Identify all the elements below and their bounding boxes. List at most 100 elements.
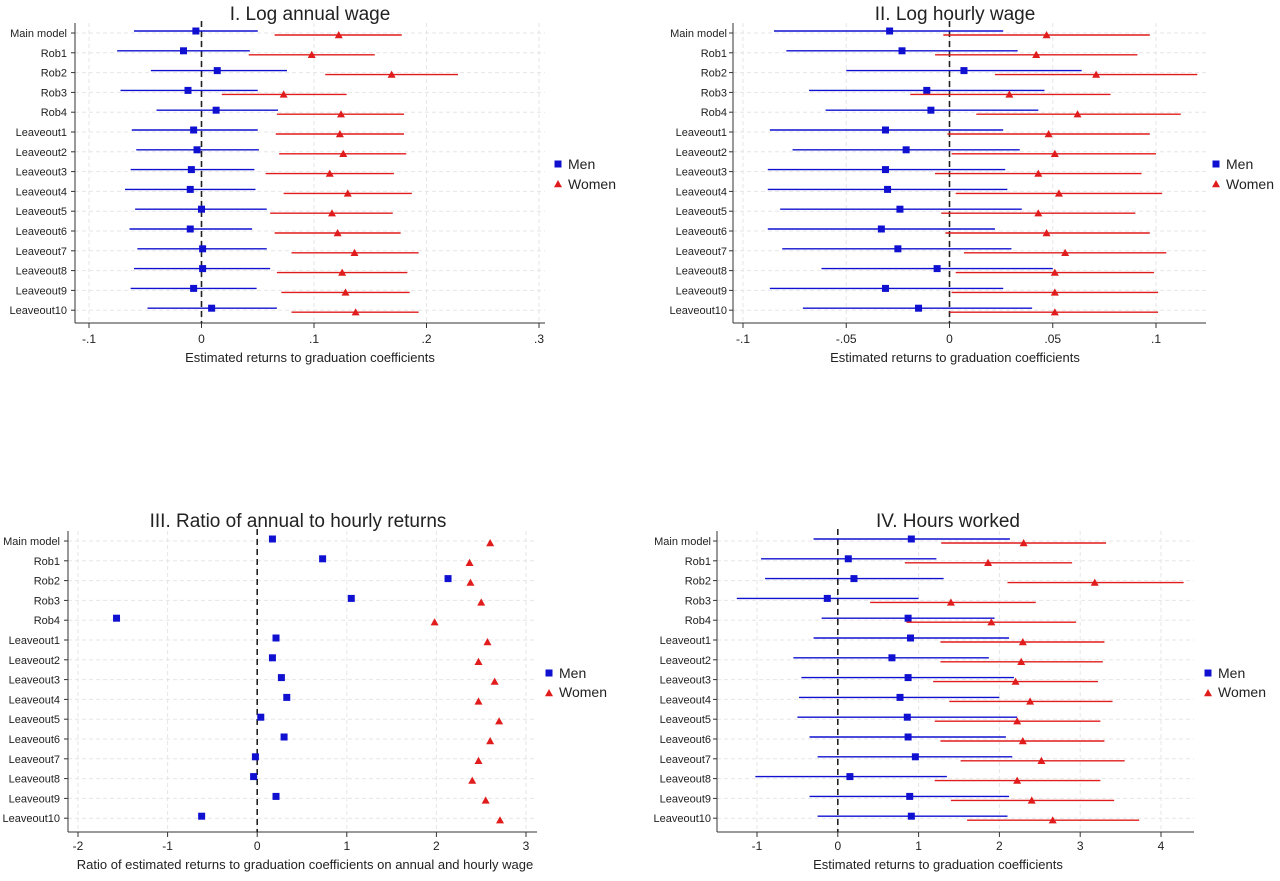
women-point bbox=[1061, 248, 1070, 256]
men-point bbox=[113, 614, 121, 622]
men-point bbox=[907, 812, 915, 820]
women-point bbox=[486, 539, 495, 547]
category-label: Main model bbox=[654, 536, 711, 548]
legend-women-marker bbox=[545, 689, 553, 697]
x-tick-label: .05 bbox=[1044, 332, 1061, 346]
legend-men-label: Men bbox=[1226, 156, 1253, 172]
x-tick-label: -.05 bbox=[836, 332, 857, 346]
women-point bbox=[946, 598, 955, 606]
women-point bbox=[477, 598, 486, 606]
women-point bbox=[430, 618, 439, 626]
women-point bbox=[474, 697, 483, 705]
women-point bbox=[1034, 169, 1043, 177]
x-tick-label: .1 bbox=[1151, 332, 1161, 346]
category-label: Rob3 bbox=[41, 87, 67, 99]
category-label: Rob3 bbox=[701, 87, 727, 99]
men-point bbox=[846, 773, 854, 781]
women-point bbox=[1054, 189, 1063, 197]
women-point bbox=[351, 308, 360, 316]
men-point bbox=[904, 733, 912, 741]
category-label: Leaveout7 bbox=[676, 246, 727, 258]
x-axis-label: Estimated returns to graduation coeffici… bbox=[813, 857, 1063, 872]
x-tick-label: 0 bbox=[254, 839, 261, 853]
category-label: Leaveout3 bbox=[16, 167, 67, 179]
x-tick-label: 4 bbox=[1158, 839, 1165, 853]
women-point bbox=[474, 657, 483, 665]
men-point bbox=[881, 126, 889, 134]
men-point bbox=[190, 126, 198, 134]
men-point bbox=[186, 185, 194, 193]
men-point bbox=[280, 733, 288, 741]
men-point bbox=[199, 265, 207, 273]
men-point bbox=[923, 86, 931, 94]
women-point bbox=[496, 816, 505, 824]
men-point bbox=[844, 555, 852, 563]
men-point bbox=[272, 634, 280, 642]
category-label: Leaveout5 bbox=[676, 206, 727, 218]
legend-women-label: Women bbox=[559, 684, 607, 700]
men-point bbox=[933, 265, 941, 273]
category-label: Leaveout1 bbox=[16, 127, 67, 139]
category-label: Leaveout9 bbox=[9, 793, 60, 805]
category-label: Leaveout4 bbox=[9, 694, 60, 706]
category-label: Rob1 bbox=[34, 556, 60, 568]
category-label: Leaveout6 bbox=[16, 226, 67, 238]
x-tick-label: .3 bbox=[534, 332, 544, 346]
men-point bbox=[907, 535, 915, 543]
women-point bbox=[307, 50, 316, 58]
panel-hours-worked: IV. Hours worked Estimated returns to gr… bbox=[654, 511, 1266, 872]
panel-log-hourly-wage: II. Log hourly wage Estimated returns to… bbox=[670, 4, 1274, 365]
men-point bbox=[199, 245, 207, 253]
women-point bbox=[1013, 717, 1022, 725]
legend-men-label: Men bbox=[568, 156, 595, 172]
women-point bbox=[474, 756, 483, 764]
legend-men-marker bbox=[1212, 160, 1220, 168]
category-label: Main model bbox=[670, 28, 727, 40]
women-point bbox=[337, 110, 345, 118]
legend-men-label: Men bbox=[1218, 665, 1245, 681]
men-point bbox=[906, 792, 914, 800]
category-label: Rob2 bbox=[701, 68, 727, 80]
x-tick-label: -.1 bbox=[82, 332, 96, 346]
men-point bbox=[444, 575, 452, 583]
women-point bbox=[338, 268, 347, 276]
men-point bbox=[884, 185, 892, 193]
women-point bbox=[495, 717, 504, 725]
women-point bbox=[279, 90, 288, 98]
category-label: Leaveout7 bbox=[660, 754, 711, 766]
x-axis-label: Estimated returns to graduation coeffici… bbox=[185, 350, 435, 365]
women-point bbox=[1092, 70, 1101, 78]
men-point bbox=[272, 792, 280, 800]
women-point bbox=[466, 578, 475, 586]
category-label: Leaveout6 bbox=[660, 734, 711, 746]
category-label: Leaveout8 bbox=[16, 266, 67, 278]
x-tick-label: 2 bbox=[433, 839, 440, 853]
category-label: Leaveout7 bbox=[9, 754, 60, 766]
women-point bbox=[987, 618, 996, 626]
women-point bbox=[1019, 539, 1028, 547]
women-point bbox=[1017, 657, 1026, 665]
women-point bbox=[1013, 776, 1022, 784]
women-point bbox=[465, 558, 474, 566]
category-label: Leaveout2 bbox=[660, 655, 711, 667]
women-point bbox=[325, 169, 334, 177]
women-point bbox=[486, 737, 495, 745]
legend-women-label: Women bbox=[1218, 684, 1266, 700]
men-point bbox=[277, 674, 285, 682]
men-point bbox=[902, 146, 910, 154]
men-point bbox=[896, 693, 904, 701]
category-label: Leaveout8 bbox=[660, 774, 711, 786]
men-point bbox=[877, 225, 885, 233]
category-label: Rob3 bbox=[685, 595, 711, 607]
x-tick-label: -2 bbox=[73, 839, 84, 853]
men-point bbox=[193, 146, 201, 154]
men-point bbox=[927, 106, 935, 114]
category-label: Leaveout9 bbox=[660, 793, 711, 805]
women-point bbox=[1050, 308, 1059, 316]
x-tick-label: .2 bbox=[421, 332, 431, 346]
x-tick-label: .1 bbox=[309, 332, 319, 346]
category-label: Main model bbox=[10, 28, 67, 40]
men-point bbox=[208, 304, 216, 312]
men-point bbox=[347, 594, 355, 602]
